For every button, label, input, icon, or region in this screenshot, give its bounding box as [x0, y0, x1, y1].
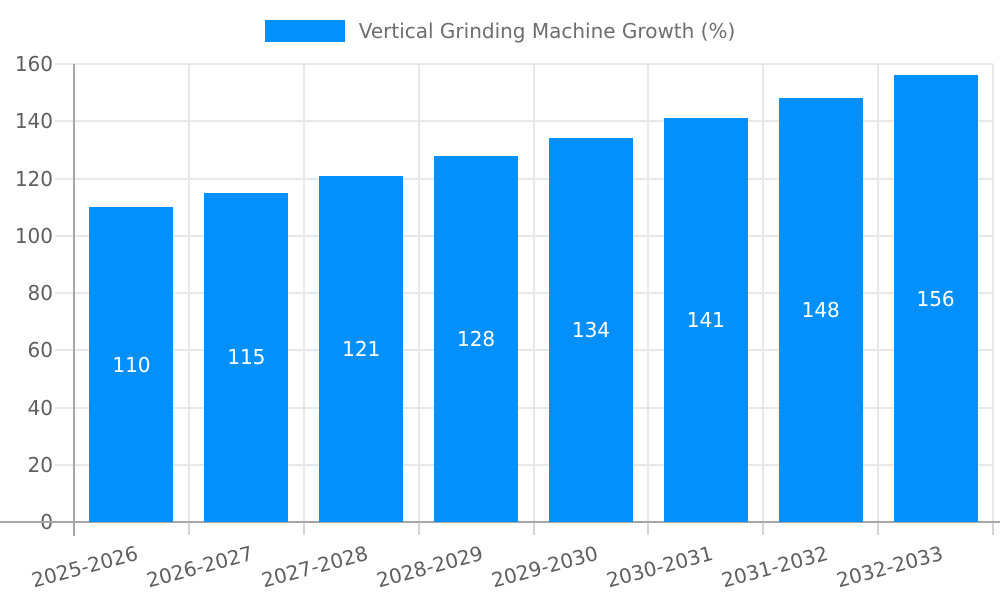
- y-tick-label: 140: [14, 109, 53, 134]
- x-axis-tick: [187, 522, 190, 535]
- gridline-vertical: [417, 64, 420, 522]
- bar-value-label: 115: [227, 345, 266, 370]
- x-axis-tick: [877, 522, 880, 535]
- bar: [204, 192, 289, 522]
- bar-value-label: 121: [342, 336, 381, 361]
- x-tick-label: 2030-2031: [603, 540, 716, 593]
- legend-label: Vertical Grinding Machine Growth (%): [358, 19, 736, 43]
- y-tick-label: 60: [27, 338, 53, 363]
- x-axis-tick: [992, 522, 994, 535]
- y-axis-tick: [55, 349, 74, 352]
- gridline-vertical: [877, 64, 880, 522]
- x-tick-label: 2029-2030: [488, 540, 601, 593]
- gridline-vertical: [992, 64, 994, 522]
- x-tick-label: 2028-2029: [374, 540, 486, 593]
- gridline-vertical: [302, 64, 305, 522]
- x-tick-label: 2027-2028: [259, 540, 371, 593]
- bar-value-label: 141: [686, 308, 725, 333]
- x-tick-label: 2026-2027: [144, 540, 256, 593]
- bar-value-label: 156: [916, 286, 955, 311]
- bar: [319, 175, 404, 522]
- y-axis-tick: [55, 63, 74, 65]
- y-axis-tick: [55, 177, 74, 180]
- legend-swatch-icon: [264, 20, 345, 42]
- y-axis-tick: [55, 463, 74, 466]
- bar: [548, 138, 633, 522]
- x-axis-tick: [417, 522, 420, 535]
- gridline-vertical: [647, 64, 650, 522]
- y-tick-label: 120: [14, 166, 53, 191]
- bar: [663, 118, 748, 522]
- y-tick-label: 40: [27, 395, 53, 420]
- y-tick-label: 80: [27, 281, 53, 305]
- y-axis-tick: [55, 292, 74, 294]
- y-axis-tick: [55, 120, 74, 123]
- y-tick-label: 20: [27, 452, 53, 477]
- bar-value-label: 148: [801, 298, 840, 323]
- bar-value-label: 110: [112, 352, 151, 377]
- bar-value-label: 134: [571, 318, 611, 343]
- y-axis-tick: [55, 234, 74, 237]
- x-tick-label: 2025-2026: [29, 540, 141, 593]
- x-axis-tick: [532, 522, 535, 535]
- y-axis-line: [73, 64, 75, 536]
- gridline-vertical: [532, 64, 535, 522]
- bar: [89, 207, 174, 522]
- x-axis-line: [0, 521, 1000, 523]
- y-tick-label: 160: [14, 52, 53, 76]
- bar: [434, 155, 519, 522]
- legend: Vertical Grinding Machine Growth (%): [0, 20, 1000, 42]
- bar: [778, 98, 863, 522]
- gridline-vertical: [762, 64, 765, 522]
- x-axis-tick: [762, 522, 765, 535]
- bar-value-label: 128: [456, 326, 496, 351]
- y-axis-tick: [55, 406, 74, 409]
- x-tick-label: 2032-2033: [833, 540, 946, 593]
- bar: [893, 75, 978, 522]
- y-tick-label: 100: [14, 223, 53, 248]
- gridline-vertical: [187, 64, 190, 522]
- x-tick-label: 2031-2032: [718, 540, 831, 593]
- x-axis-tick: [302, 522, 305, 535]
- legend-item[interactable]: Vertical Grinding Machine Growth (%): [264, 19, 736, 43]
- x-axis-tick: [647, 522, 650, 535]
